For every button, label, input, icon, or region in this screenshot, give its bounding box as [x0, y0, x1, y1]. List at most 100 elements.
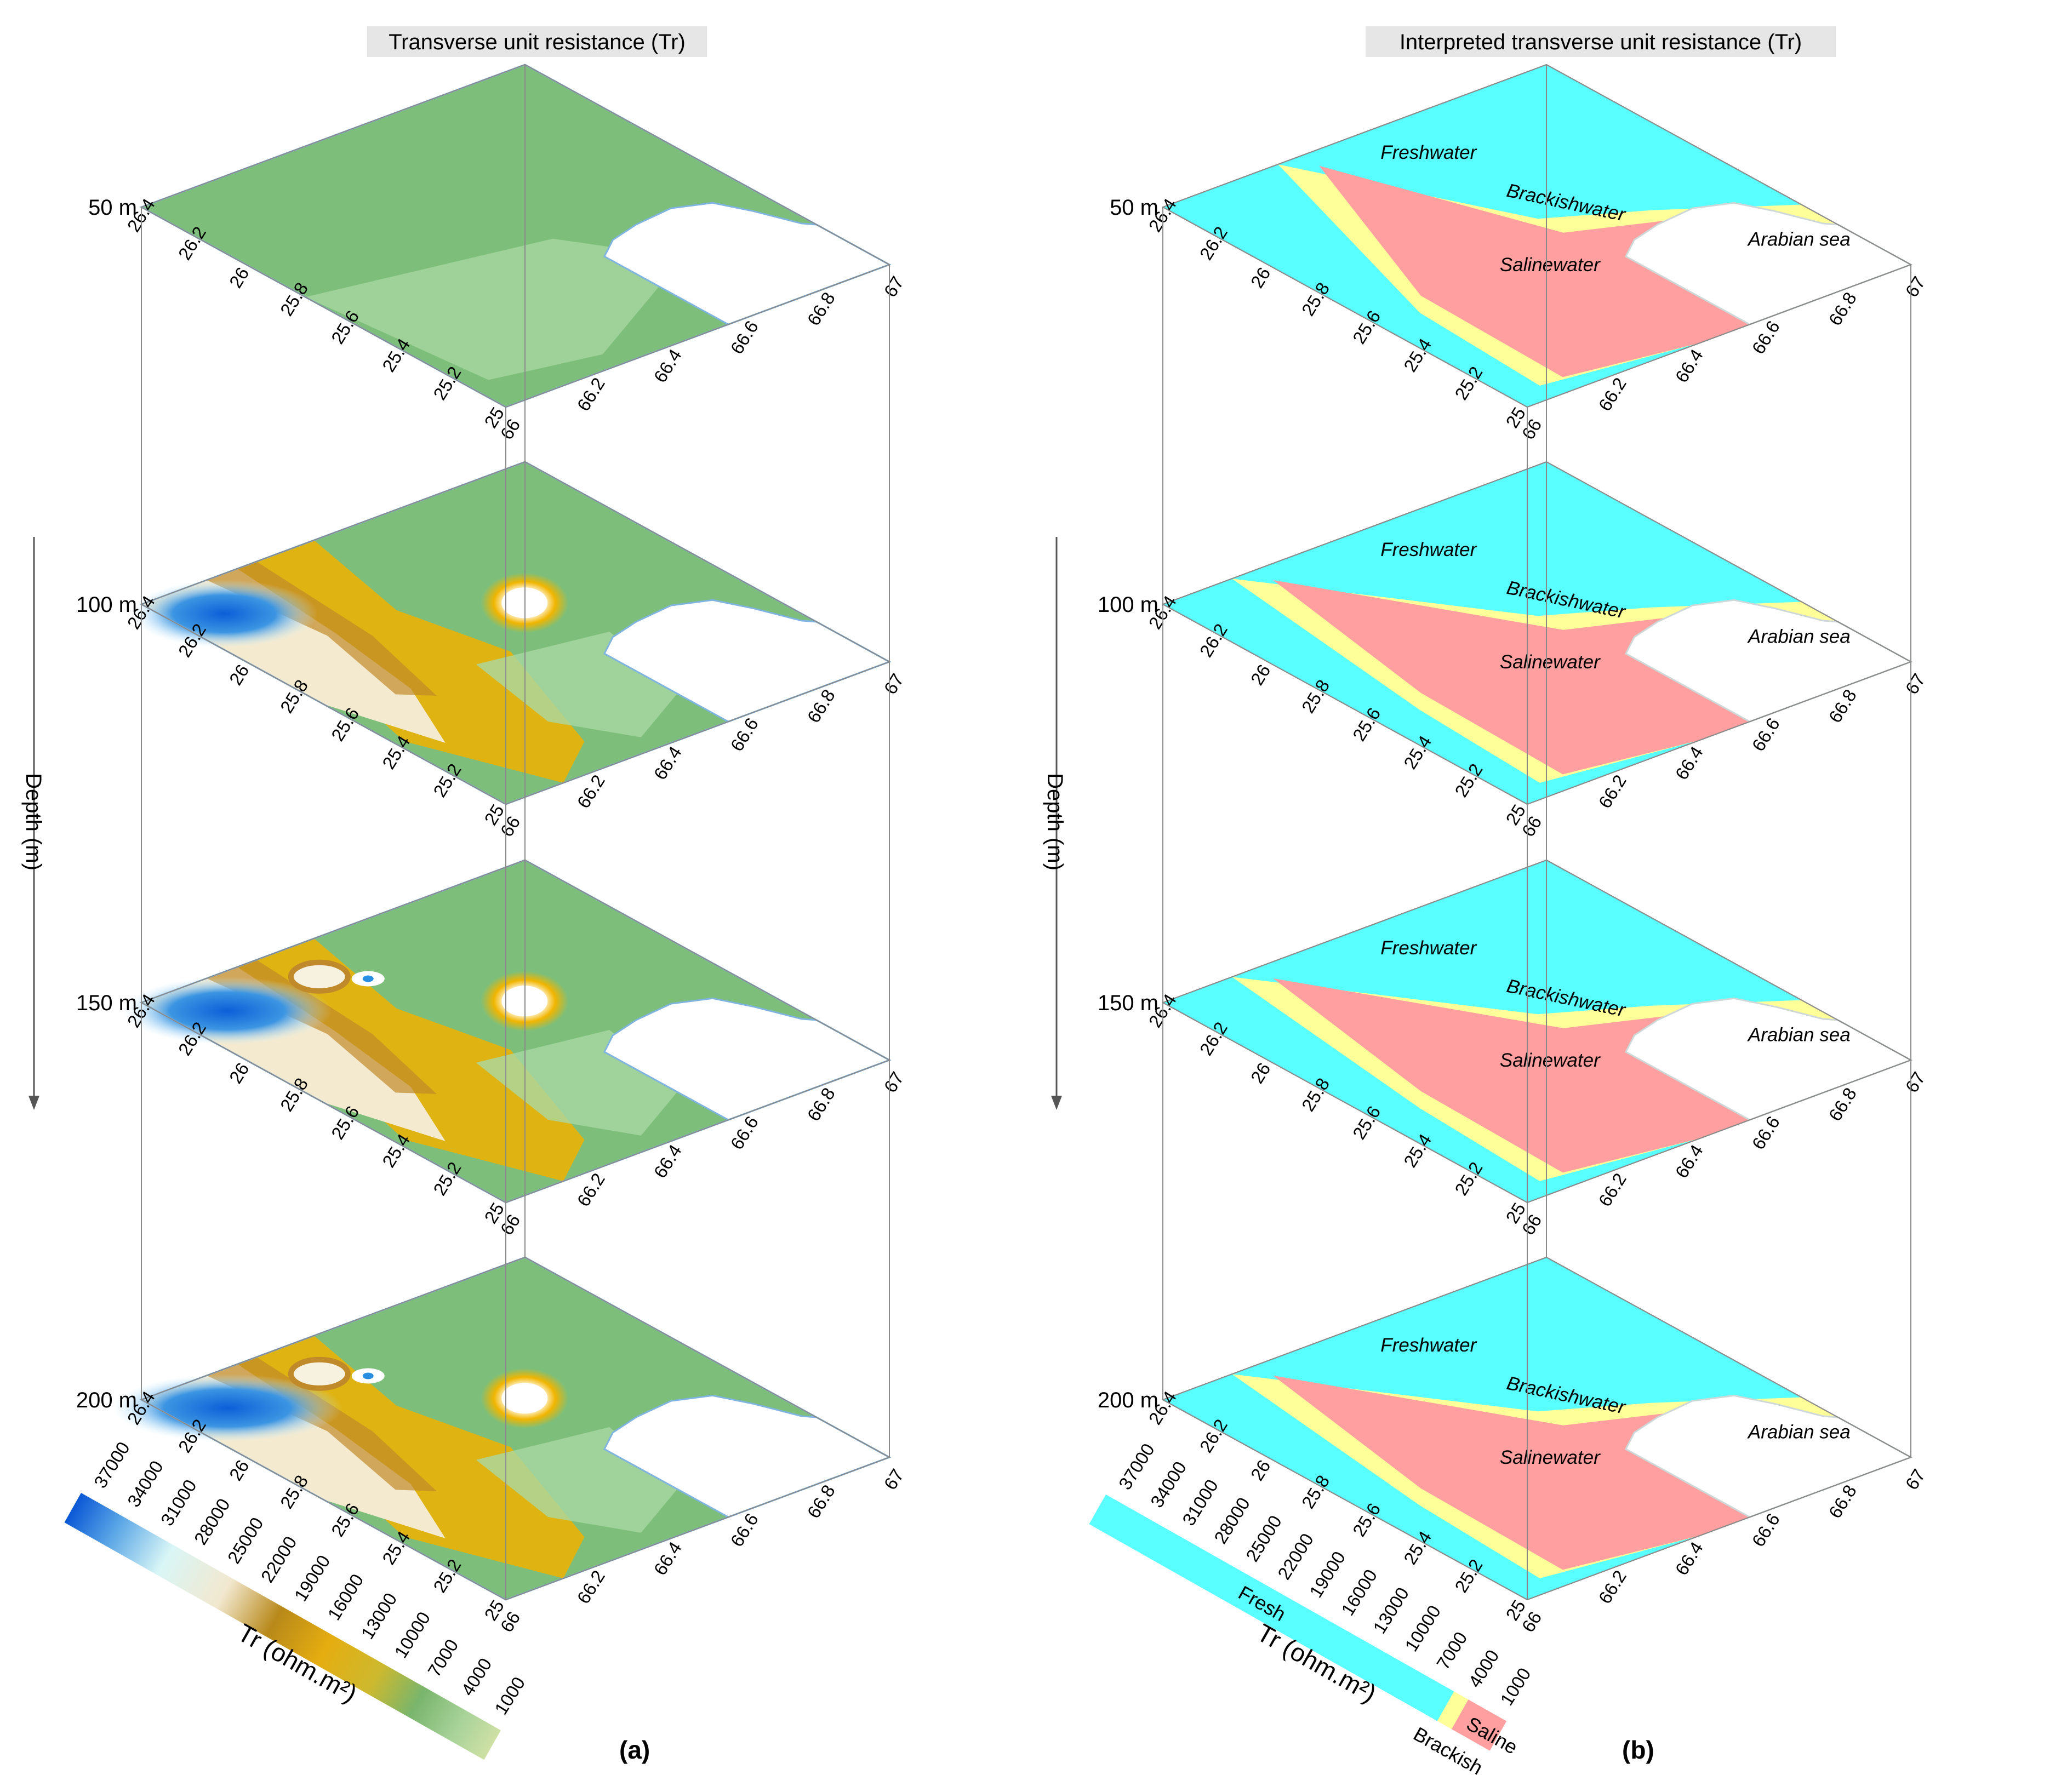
slice-a-1: 26.426.22625.825.625.425.2256666.266.466… [88, 64, 908, 443]
b-depth-label: 200 m [1098, 1388, 1158, 1412]
legend-a-value-label: 22000 [257, 1532, 301, 1585]
slices-a: 26.426.22625.825.625.425.2256666.266.466… [76, 64, 908, 1636]
b-depth-label: 50 m [1110, 196, 1158, 220]
frame-verticals [141, 65, 890, 1600]
legend-a-value-label: 19000 [290, 1551, 334, 1605]
slice-b-4: FreshwaterBrackishwaterSalinewaterArabia… [1098, 1256, 1929, 1636]
legend-b-value-label: 19000 [1305, 1548, 1349, 1601]
a-lat-tick: 26 [225, 1456, 253, 1484]
b-depth-label: 100 m [1098, 593, 1158, 617]
legend-a-value-label: 7000 [424, 1635, 462, 1680]
legend-b-saline-band [1451, 1699, 1507, 1751]
a-depth-label: 150 m [76, 991, 137, 1015]
b-lat-tick: 26 [1247, 661, 1275, 689]
a-lat-tick: 26 [225, 1059, 253, 1087]
tr-surface [141, 462, 889, 804]
a-lon-tick: 67 [880, 670, 908, 698]
tr-surface [141, 1257, 889, 1600]
legend-a-value-label: 1000 [490, 1673, 529, 1718]
b-depth-label: 150 m [1098, 991, 1158, 1015]
legend-b-value-label: 16000 [1337, 1566, 1381, 1619]
panel-b-title: Interpreted transverse unit resistance (… [1400, 30, 1802, 54]
legend-b-value-label: 37000 [1115, 1440, 1158, 1493]
a-lon-tick: 67 [880, 273, 908, 301]
label-salinewater: Salinewater [1500, 1050, 1601, 1071]
a-lat-tick: 26 [225, 264, 253, 291]
tr-surface [141, 860, 889, 1203]
saline-zone [1319, 165, 1911, 377]
a-depth-label: 200 m [76, 1388, 137, 1412]
tr-surface [141, 65, 889, 407]
label-freshwater: Freshwater [1380, 142, 1477, 163]
tr-ring [288, 1356, 351, 1391]
tr-blue-spot [362, 975, 374, 982]
b-lon-tick: 67 [1902, 1465, 1929, 1493]
legend-b-value-label: 13000 [1369, 1584, 1413, 1637]
label-salinewater: Salinewater [1500, 1447, 1601, 1468]
label-freshwater: Freshwater [1380, 937, 1477, 959]
legend-a-value-label: 37000 [90, 1438, 134, 1491]
legend-a-value-label: 34000 [123, 1457, 167, 1510]
panel-b-label: (b) [1622, 1736, 1654, 1764]
a-lon-tick: 67 [880, 1068, 908, 1096]
b-lat-tick: 26 [1247, 264, 1275, 291]
legend-b-fresh-band [1089, 1495, 1454, 1721]
b-lat-tick: 26 [1247, 1059, 1275, 1087]
slice-b-1: FreshwaterBrackishwaterSalinewaterArabia… [1110, 64, 1929, 443]
tr-blue-spot [362, 1372, 374, 1379]
a-depth-label: 50 m [88, 196, 137, 220]
legend-b-value-label: 1000 [1496, 1664, 1534, 1709]
legend-b-value-label: 25000 [1242, 1512, 1286, 1565]
slices-b: FreshwaterBrackishwaterSalinewaterArabia… [1098, 64, 1929, 1636]
a-lat-tick: 26 [225, 661, 253, 689]
slice-a-4: 26.426.22625.825.625.425.2256666.266.466… [76, 1256, 908, 1636]
slice-a-3: 26.426.22625.825.625.425.2256666.266.466… [76, 859, 908, 1239]
legend-b-value-label: 34000 [1146, 1458, 1190, 1511]
legend-a-value-label: 4000 [457, 1654, 495, 1699]
depth-axis-arrowhead [28, 1096, 39, 1110]
label-arabian-sea: Arabian sea [1747, 626, 1851, 648]
legend-a-value-label: 10000 [390, 1608, 434, 1661]
legend-b-brackish-band [1437, 1691, 1469, 1730]
depth-axis-label: Depth (m) [1043, 773, 1067, 871]
tr-light-zone [305, 238, 683, 380]
tr-ring [288, 959, 351, 994]
legend-b-value-label: 28000 [1210, 1494, 1254, 1547]
label-freshwater: Freshwater [1380, 539, 1477, 560]
tr-hotspot-core [501, 1383, 548, 1414]
panel-a: Transverse unit resistance (Tr) Depth (m… [21, 26, 907, 1764]
a-depth-label: 100 m [76, 593, 137, 617]
tr-blue-zone [123, 977, 332, 1045]
panel-b: Interpreted transverse unit resistance (… [1043, 26, 1929, 1779]
panel-a-title-bg [367, 26, 707, 57]
panel-a-title: Transverse unit resistance (Tr) [389, 30, 686, 54]
a-lon-tick: 67 [880, 1465, 908, 1493]
label-arabian-sea: Arabian sea [1747, 1422, 1851, 1443]
legend-a-value-label: 31000 [157, 1476, 201, 1529]
slice-b-2: FreshwaterBrackishwaterSalinewaterArabia… [1098, 461, 1929, 840]
frame-verticals [1162, 65, 1911, 1600]
panel-a-label: (a) [619, 1736, 650, 1764]
legend-b-value-label: 22000 [1274, 1530, 1317, 1583]
label-arabian-sea: Arabian sea [1747, 229, 1851, 250]
b-lat-tick: 26 [1247, 1456, 1275, 1484]
label-arabian-sea: Arabian sea [1747, 1024, 1851, 1046]
legend-a-value-label: 16000 [323, 1570, 367, 1623]
legend-a-colorbar [64, 1493, 501, 1760]
legend-a-value-label: 25000 [224, 1514, 267, 1567]
legend-a [64, 1493, 501, 1760]
legend-b-value-label: 4000 [1464, 1646, 1503, 1691]
legend-b-value-label: 31000 [1178, 1476, 1222, 1529]
b-lon-tick: 67 [1902, 273, 1929, 301]
b-lon-tick: 67 [1902, 670, 1929, 698]
legend-b-value-label: 10000 [1401, 1602, 1445, 1655]
label-freshwater: Freshwater [1380, 1335, 1477, 1356]
slice-a-2: 26.426.22625.825.625.425.2256666.266.466… [76, 461, 908, 840]
legend-a-value-label: 13000 [357, 1589, 401, 1642]
b-lon-tick: 67 [1902, 1068, 1929, 1096]
depth-axis-label: Depth (m) [21, 773, 45, 871]
label-salinewater: Salinewater [1500, 651, 1601, 673]
legend-a-value-label: 28000 [190, 1495, 234, 1548]
depth-axis-arrowhead [1051, 1096, 1062, 1110]
